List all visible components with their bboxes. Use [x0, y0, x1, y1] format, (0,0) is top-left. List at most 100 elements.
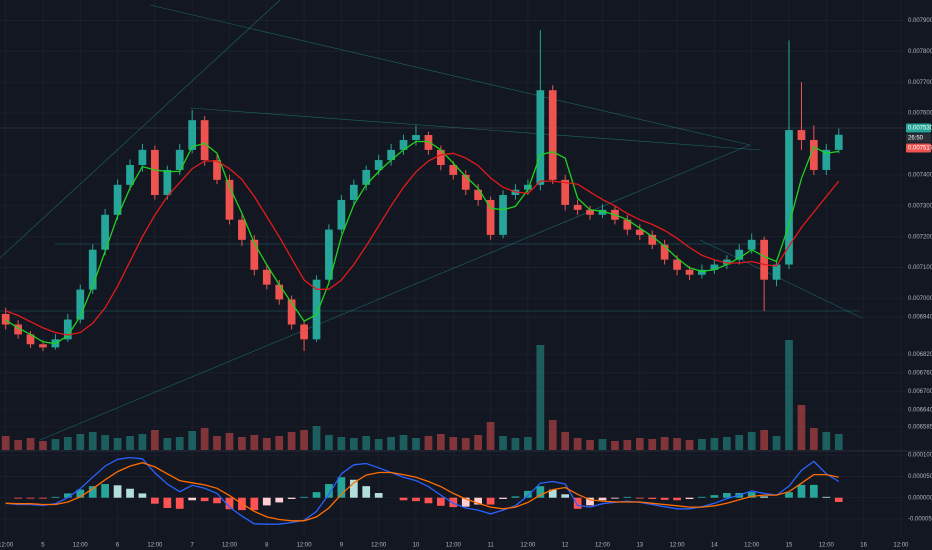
- plot: [1, 30, 843, 525]
- volume-bar: [374, 439, 383, 450]
- volume-bar: [163, 438, 172, 450]
- y-tick-label: 0.007300: [908, 203, 932, 209]
- macd-histogram-bar: [325, 484, 333, 498]
- candle-body: [275, 284, 284, 300]
- macd-tick-label: 0.000050: [908, 474, 932, 480]
- candle-body: [113, 184, 122, 215]
- price-badge: [906, 143, 931, 153]
- macd-histogram-bar: [797, 484, 806, 498]
- x-tick-label: 6: [116, 543, 120, 549]
- y-tick-label: 0.006700: [908, 389, 932, 395]
- y-tick-label: 0.006585: [908, 424, 932, 430]
- macd-histogram-bar: [138, 493, 147, 498]
- macd-histogram-bar: [436, 497, 445, 506]
- candle-body: [710, 264, 719, 270]
- trend-line: [0, 0, 281, 259]
- macd-histogram-bar: [722, 493, 731, 498]
- macd-histogram-bar: [63, 493, 72, 498]
- macd-histogram-bar: [660, 497, 669, 500]
- y-tick-label: 0.007600: [908, 111, 932, 117]
- volume-bar: [809, 428, 818, 450]
- volume-bar: [238, 437, 246, 450]
- macd-tick-label: 0.000000: [908, 495, 932, 501]
- volume-bar: [126, 436, 134, 450]
- macd-tick-label: -0.000050: [908, 517, 932, 523]
- volume-bar: [1, 436, 10, 450]
- macd-histogram-bar: [822, 496, 831, 498]
- candle-body: [747, 239, 756, 250]
- candle-body: [200, 120, 209, 161]
- candle-body: [573, 204, 582, 210]
- volume-bar: [175, 437, 184, 450]
- x-tick-label: 12:00: [0, 543, 14, 549]
- candle-body: [163, 169, 172, 195]
- volume-bar: [735, 435, 744, 450]
- volume-bar: [412, 438, 420, 450]
- volume-bar: [648, 439, 657, 450]
- candle-body: [362, 169, 371, 185]
- macd-histogram-bar: [685, 497, 694, 499]
- candle-body: [337, 199, 346, 230]
- volume-bar: [138, 434, 147, 450]
- macd-histogram-bar: [275, 497, 284, 503]
- trend-line: [189, 107, 761, 151]
- volume-bar: [747, 432, 756, 450]
- y-tick-label: 0.007800: [908, 49, 932, 55]
- x-tick-label: 12:00: [147, 543, 163, 549]
- candle-body: [635, 229, 644, 235]
- volume-bar: [586, 440, 594, 450]
- volume-bar: [660, 437, 669, 450]
- y-tick-label: 0.007400: [908, 172, 932, 178]
- candle-body: [548, 90, 557, 180]
- volume-bar: [63, 437, 72, 450]
- x-tick-label: 7: [191, 543, 195, 549]
- volume-bar: [486, 422, 495, 450]
- candle-body: [474, 189, 482, 200]
- volume-bar: [461, 438, 470, 450]
- volume-bar: [449, 437, 458, 450]
- x-tick-label: 5: [41, 543, 45, 549]
- candle-body: [461, 174, 470, 190]
- y-tick-label: 0.006820: [908, 352, 932, 358]
- macd-histogram-bar: [374, 493, 383, 498]
- volume-bar: [262, 438, 271, 450]
- volume-bar: [250, 435, 259, 450]
- volume-bar: [88, 432, 97, 450]
- candle-body: [486, 199, 495, 235]
- trend-lines: [0, 0, 905, 441]
- volume-bar: [822, 432, 831, 450]
- macd-histogram-bar: [424, 497, 433, 504]
- volume-bar: [511, 438, 520, 450]
- candle-body: [399, 139, 408, 150]
- candle-body: [722, 259, 731, 265]
- x-tick-label: 12:00: [73, 543, 89, 549]
- candle-body: [436, 149, 445, 166]
- macd-histogram-bar: [14, 497, 22, 499]
- macd-histogram-bar: [834, 497, 843, 502]
- candle-body: [39, 344, 47, 348]
- volume-bar: [26, 438, 35, 450]
- volume-bar: [834, 434, 843, 450]
- candle-body: [760, 239, 769, 280]
- y-tick-label: 0.006640: [908, 407, 932, 413]
- macd-histogram-bar: [188, 497, 197, 501]
- volume-bar: [275, 436, 284, 450]
- macd-histogram-bar: [362, 486, 371, 498]
- candle-body: [424, 135, 433, 150]
- volume-bar: [685, 440, 694, 450]
- macd-histogram-bar: [287, 497, 296, 499]
- volume-bar: [188, 431, 197, 450]
- candle-body: [238, 219, 246, 240]
- volume-bar: [436, 434, 445, 450]
- macd-histogram-bar: [88, 486, 97, 498]
- macd-histogram-bar: [635, 497, 644, 499]
- macd-histogram-bar: [809, 484, 818, 498]
- x-tick-label: 12:00: [297, 543, 313, 549]
- y-tick-label: 0.007000: [908, 296, 932, 302]
- x-tick-label: 8: [265, 543, 269, 549]
- macd-histogram-bar: [486, 497, 495, 505]
- volume-bar: [561, 432, 570, 450]
- macd-histogram-bar: [151, 497, 159, 504]
- price-badge-label: 26:50: [908, 136, 924, 142]
- macd-histogram-bar: [747, 492, 756, 498]
